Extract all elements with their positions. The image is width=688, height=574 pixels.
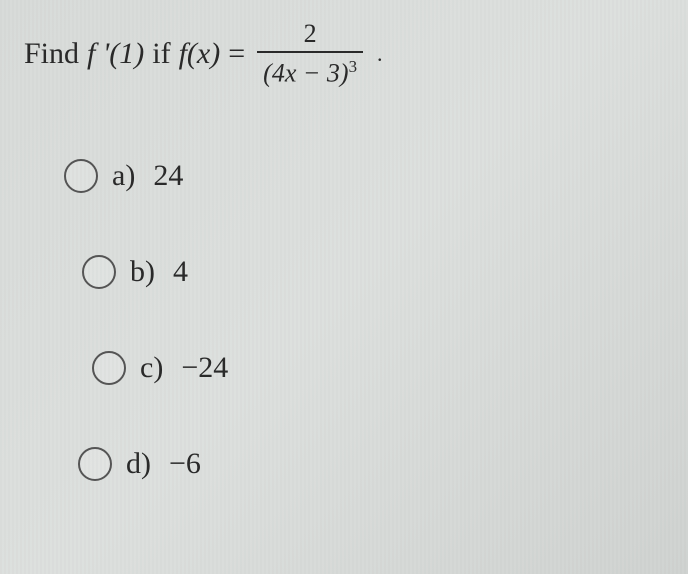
find-text: Find (24, 37, 79, 71)
option-letter: b) (130, 255, 155, 289)
radio-icon[interactable] (92, 351, 126, 385)
radio-icon[interactable] (78, 447, 112, 481)
options-list: a) 24 b) 4 c) −24 d) −6 (24, 159, 664, 481)
denominator: (4x − 3)3 (257, 51, 363, 89)
if-text: if (152, 37, 170, 71)
f-prime-at-1: f '(1) (87, 37, 144, 71)
option-a[interactable]: a) 24 (64, 159, 664, 193)
trailing-period: . (377, 41, 383, 67)
equals-sign: = (228, 37, 245, 71)
option-value: −6 (169, 447, 201, 481)
option-letter: d) (126, 447, 151, 481)
option-b[interactable]: b) 4 (64, 255, 664, 289)
radio-icon[interactable] (82, 255, 116, 289)
option-c[interactable]: c) −24 (64, 351, 664, 385)
denominator-base: (4x − 3) (263, 59, 348, 88)
numerator: 2 (294, 18, 327, 51)
option-letter: a) (112, 159, 135, 193)
radio-icon[interactable] (64, 159, 98, 193)
option-value: −24 (181, 351, 228, 385)
option-value: 24 (153, 159, 183, 193)
fx-label: f(x) (179, 37, 221, 71)
denominator-exponent: 3 (349, 57, 357, 76)
fraction: 2 (4x − 3)3 (257, 18, 363, 89)
option-d[interactable]: d) −6 (64, 447, 664, 481)
option-letter: c) (140, 351, 163, 385)
question-prompt: Find f '(1) if f(x) = 2 (4x − 3)3 . (24, 18, 664, 89)
option-value: 4 (173, 255, 188, 289)
